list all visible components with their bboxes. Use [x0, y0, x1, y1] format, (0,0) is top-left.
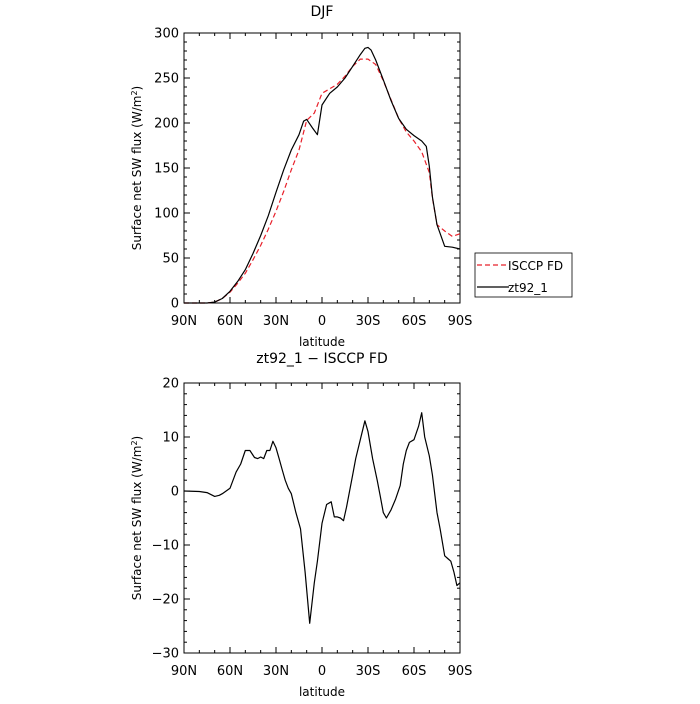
x-axis-label: latitude: [299, 685, 345, 699]
x-tick-label: 0: [318, 664, 326, 679]
y-tick-label: 150: [154, 162, 179, 177]
y-tick-label: 0: [171, 297, 179, 312]
y-tick-labels: 0 50 100 150 200 250 300: [154, 27, 179, 312]
x-tick-label: 90N: [171, 664, 197, 679]
x-tick-label: 60S: [402, 314, 427, 329]
legend-label-isccp: ISCCP FD: [508, 259, 563, 273]
y-tick-label: 100: [154, 207, 179, 222]
series-line-difference: [183, 412, 461, 624]
y-tick-labels: −30 −20 −10 0 10 20: [152, 377, 179, 662]
axis-ticks: [183, 382, 461, 654]
y-tick-label: −20: [152, 593, 179, 608]
x-tick-label: 90S: [448, 314, 473, 329]
y-axis-label-superscript: 2: [130, 440, 139, 445]
y-tick-label: 10: [162, 431, 179, 446]
chart-title: DJF: [311, 4, 334, 20]
chart-title: zt92_1 − ISCCP FD: [256, 351, 387, 367]
legend-box: [474, 252, 573, 298]
y-axis-label-main: Surface net SW flux (W/m: [130, 96, 144, 251]
x-axis-label: latitude: [299, 335, 345, 349]
plot-frame: [183, 382, 461, 654]
y-axis-label-superscript: 2: [130, 90, 139, 95]
series-line-zt92-1: [184, 46, 461, 304]
legend-label-zt92: zt92_1: [508, 281, 548, 295]
y-tick-label: −30: [152, 647, 179, 662]
axis-ticks: [183, 32, 461, 304]
y-tick-label: −10: [152, 539, 179, 554]
legend: ISCCP FD zt92_1: [474, 252, 573, 298]
x-tick-label: 30S: [356, 664, 381, 679]
x-tick-label: 90N: [171, 314, 197, 329]
x-tick-labels: 90N 60N 30N 0 30S 60S 90S: [171, 664, 473, 679]
x-tick-label: 60S: [402, 664, 427, 679]
x-tick-label: 60N: [217, 314, 243, 329]
y-tick-label: 250: [154, 72, 179, 87]
x-tick-label: 30S: [356, 314, 381, 329]
y-axis-label-close: ): [130, 436, 144, 441]
series-group: [183, 412, 461, 624]
y-tick-label: 20: [162, 377, 179, 392]
plot-frame: [183, 32, 461, 304]
y-axis-label-main: Surface net SW flux (W/m: [130, 446, 144, 601]
series-line-isccp-fd: [184, 58, 461, 304]
x-tick-label: 60N: [217, 664, 243, 679]
y-tick-label: 200: [154, 117, 179, 132]
y-axis-label: Surface net SW flux (W/m2): [130, 86, 144, 250]
y-tick-label: 0: [171, 485, 179, 500]
x-tick-label: 0: [318, 314, 326, 329]
y-tick-label: 50: [162, 252, 179, 267]
y-tick-label: 300: [154, 27, 179, 42]
x-tick-label: 30N: [263, 664, 289, 679]
series-group: [184, 46, 461, 304]
x-tick-label: 30N: [263, 314, 289, 329]
y-axis-label: Surface net SW flux (W/m2): [130, 436, 144, 600]
x-tick-labels: 90N 60N 30N 0 30S 60S 90S: [171, 314, 473, 329]
x-tick-label: 90S: [448, 664, 473, 679]
y-axis-label-close: ): [130, 86, 144, 91]
